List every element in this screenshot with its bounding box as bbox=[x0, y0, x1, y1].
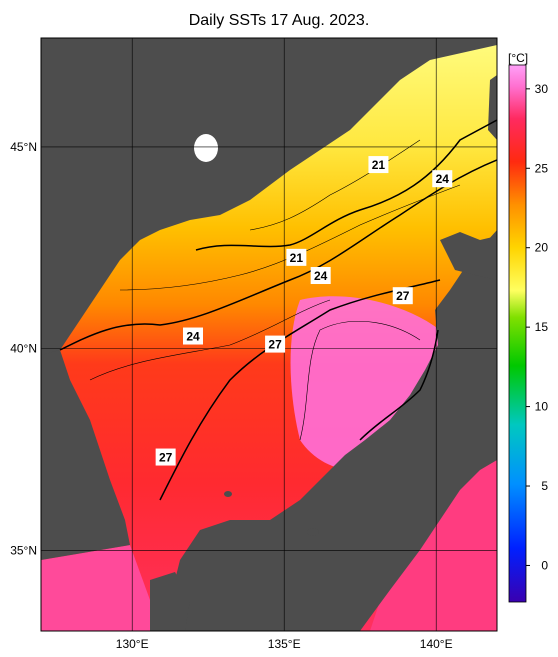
colorbar-tick-label: 0 bbox=[541, 558, 548, 572]
contour-label: 24 bbox=[314, 269, 328, 283]
colorbar bbox=[508, 64, 527, 603]
contour-label: 27 bbox=[159, 451, 173, 465]
colorbar-tick-label: 25 bbox=[535, 161, 549, 175]
korea-land bbox=[41, 350, 130, 560]
kyushu-land bbox=[150, 572, 190, 631]
thin-isotherm-a bbox=[89, 299, 331, 381]
colorbar-tick-label: 15 bbox=[535, 320, 549, 334]
thin-isotherm-c bbox=[249, 139, 421, 231]
contour-label-box bbox=[432, 170, 453, 188]
lon-tick-label: 140°E bbox=[420, 637, 453, 651]
contour-labels: 21 24 21 24 27 24 27 27 bbox=[155, 156, 453, 466]
colorbar-ticks: 0 5 10 15 20 25 30 bbox=[526, 82, 549, 572]
contour-label: 24 bbox=[436, 172, 450, 186]
isotherm-21 bbox=[195, 119, 497, 251]
continent-land bbox=[41, 38, 497, 360]
oki-island bbox=[307, 528, 319, 536]
hokkaido-south-land bbox=[440, 232, 497, 280]
lat-tick-label: 45°N bbox=[10, 140, 37, 154]
contour-label-box bbox=[368, 156, 389, 174]
map-title: Daily SSTs 17 Aug. 2023. bbox=[188, 12, 370, 29]
lon-tick-label: 130°E bbox=[116, 637, 149, 651]
contour-label-box bbox=[392, 287, 413, 305]
contour-label: 21 bbox=[290, 251, 304, 265]
thin-isotherm-d bbox=[299, 321, 421, 441]
map-frame bbox=[40, 37, 498, 632]
contour-label-box bbox=[286, 248, 307, 266]
map-area: 21 24 21 24 27 24 27 27 bbox=[41, 38, 497, 631]
colorbar-tick-label: 20 bbox=[535, 241, 549, 255]
axis-labels: 130°E 135°E 140°E 35°N 40°N 45°N bbox=[10, 140, 452, 651]
contour-label: 24 bbox=[186, 330, 200, 344]
contour-label: 27 bbox=[396, 289, 410, 303]
japan-honshu-land bbox=[170, 230, 497, 631]
lat-tick-label: 40°N bbox=[10, 342, 37, 356]
lat-tick-label: 35°N bbox=[10, 543, 37, 557]
lon-tick-label: 135°E bbox=[268, 637, 301, 651]
contour-label-box bbox=[155, 448, 176, 466]
ulleung-island bbox=[224, 491, 232, 497]
contour-label-box bbox=[310, 267, 331, 285]
contour-label-box bbox=[183, 327, 203, 345]
contour-label: 21 bbox=[372, 158, 386, 172]
contour-label-box bbox=[265, 335, 286, 353]
colorbar-unit: [°C] bbox=[508, 51, 528, 65]
colorbar-tick-label: 5 bbox=[541, 479, 548, 493]
lake-khanka bbox=[194, 134, 218, 162]
colorbar-tick-label: 10 bbox=[535, 400, 549, 414]
contour-label: 27 bbox=[268, 338, 282, 352]
colorbar-tick-label: 30 bbox=[535, 82, 549, 96]
